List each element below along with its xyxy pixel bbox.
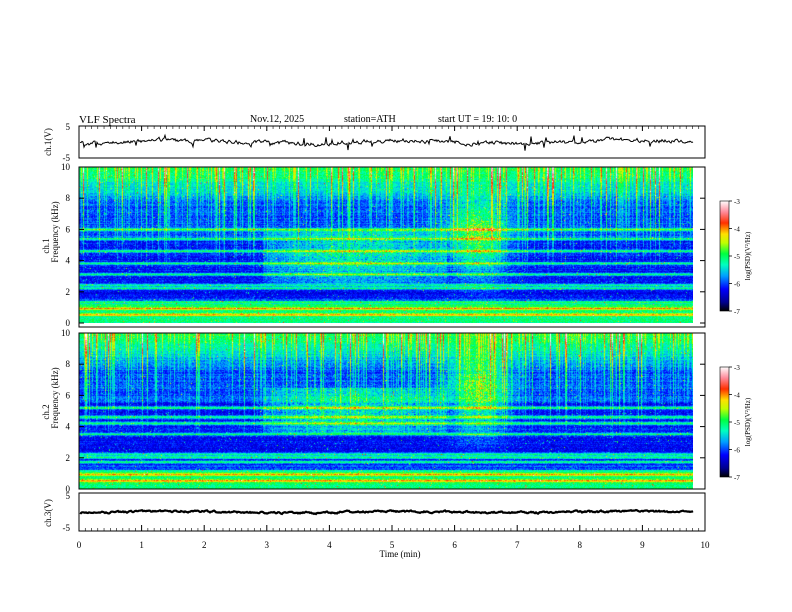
ch1-colorbar-tick-label: -7 <box>734 308 740 316</box>
ch2-colorbar: -3 -4 -5 -6 -7 log(PSD)(V²/Hz) <box>719 364 752 482</box>
x-tick-label: 6 <box>452 540 457 550</box>
ch2-ytick-label: 0 <box>66 484 71 494</box>
x-tick-label: 8 <box>578 540 583 550</box>
ch1-white-strip <box>79 323 693 327</box>
ch1-ytick-label: 0 <box>66 318 71 328</box>
ch1-ytick-label: 4 <box>66 256 71 266</box>
ch2-colorbar-tick-label: -3 <box>734 364 740 372</box>
x-tick-label: 7 <box>515 540 520 550</box>
ch1-ylabel: ch.1(V) <box>43 128 53 156</box>
ch1-ytick-top: 5 <box>66 122 71 132</box>
x-tick-label: 3 <box>265 540 270 550</box>
ch2-spectrogram <box>79 333 693 489</box>
ch1-colorbar-tick-label: -3 <box>734 198 740 206</box>
ch1-colorbar-tick-label: -6 <box>734 281 740 289</box>
ch2-spectrogram-panel: 0 2 4 6 8 10 ch.2 Frequency (kHz) <box>41 328 706 494</box>
x-tick-label: 0 <box>77 540 82 550</box>
ch1-frame <box>78 166 706 328</box>
ch2-ytick-label: 4 <box>66 422 71 432</box>
x-axis-label: Time (min) <box>380 549 421 559</box>
ch2-ytick-label: 8 <box>66 359 71 369</box>
x-tick-label: 4 <box>327 540 332 550</box>
ch1-ytick-bottom: -5 <box>63 153 71 163</box>
station-label: station=ATH <box>344 114 396 125</box>
ch1-ytick-label: 8 <box>66 193 71 203</box>
ch1-waveform-panel: 5 -5 ch.1(V) <box>43 122 706 163</box>
x-tick-label: 1 <box>139 540 144 550</box>
x-tick-label: 2 <box>202 540 207 550</box>
ch2-spec-ylabel-line2: Frequency (kHz) <box>50 367 60 428</box>
ch2-ytick-label: 10 <box>61 328 71 338</box>
x-tick-label: 9 <box>640 540 645 550</box>
ch1-spectrogram-panel: 0 2 4 6 8 10 ch.1 Frequency (kHz) <box>41 162 706 328</box>
ch2-frame <box>78 332 706 490</box>
ch1-colorbar-label: log(PSD)(V²/Hz) <box>744 231 752 280</box>
start-time-label: start UT = 19: 10: 0 <box>438 114 518 125</box>
ch3-ylabel: ch.3(V) <box>43 499 53 527</box>
ch3-ytick-top: 5 <box>66 491 71 501</box>
x-tick-label: 5 <box>390 540 395 550</box>
ch1-trace <box>79 133 694 151</box>
ch2-colorbar-tick-label: -4 <box>734 392 740 400</box>
date-label: Nov.12, 2025 <box>250 114 305 125</box>
ch2-colorbar-tick-label: -5 <box>734 419 740 427</box>
ch2-colorbar-tick-label: -7 <box>734 474 740 482</box>
ch1-ytick-label: 2 <box>66 287 71 297</box>
ch1-spec-ylabel-line1: ch.1 <box>41 238 51 253</box>
ch3-waveform-panel: 5 -5 ch.3(V) <box>43 491 706 533</box>
ch1-spec-ylabel-line2: Frequency (kHz) <box>50 201 60 262</box>
ch1-colorbar-tick-label: -5 <box>734 253 740 261</box>
ch3-trace <box>79 508 694 516</box>
ch2-colorbar-rect <box>719 366 730 478</box>
ch1-colorbar-rect <box>719 200 730 312</box>
ch2-ytick-label: 2 <box>66 453 71 463</box>
time-axis: 0 1 2 3 4 5 6 7 8 9 10 <box>77 126 710 550</box>
ch2-ytick-label: 6 <box>66 390 71 400</box>
ch3-ytick-bottom: -5 <box>63 523 71 533</box>
ch2-colorbar-tick-label: -6 <box>734 447 740 455</box>
ch1-colorbar-tick-label: -4 <box>734 226 740 234</box>
ch1-ytick-label: 6 <box>66 224 71 234</box>
ch1-colorbar: -3 -4 -5 -6 -7 log(PSD)(V²/Hz) <box>719 198 752 316</box>
ch2-colorbar-label: log(PSD)(V²/Hz) <box>744 397 752 446</box>
ch1-spectrogram <box>79 167 693 323</box>
ch2-spec-ylabel-line1: ch.2 <box>41 404 51 419</box>
x-tick-label: 10 <box>701 540 711 550</box>
ch1-ytick-label: 10 <box>61 162 71 172</box>
chart-title: VLF Spectra <box>79 114 136 126</box>
